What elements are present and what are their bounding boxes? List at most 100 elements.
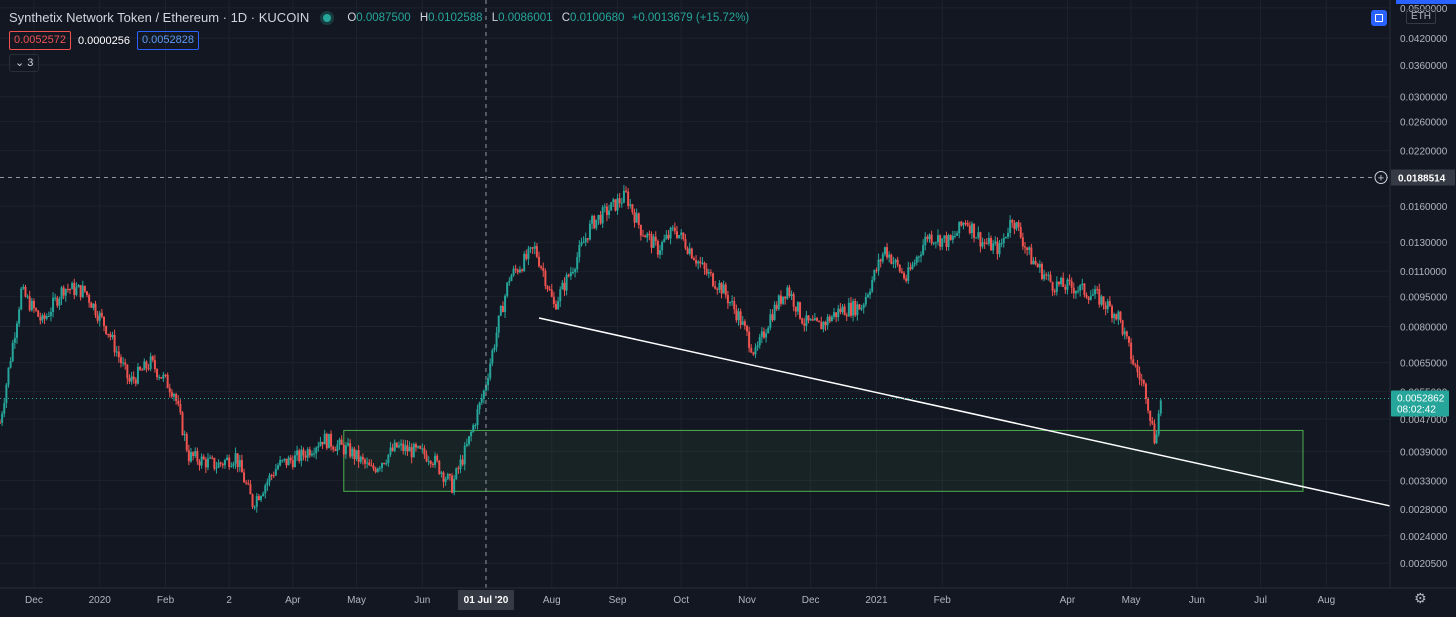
candle-body [20,288,23,310]
candle-body [828,316,831,322]
fit-screen-icon[interactable] [1371,10,1387,26]
candle-body [238,460,241,468]
candle-body [442,472,445,482]
candle-body [145,361,148,369]
candle-body [911,264,914,270]
candle-body [351,448,354,457]
candle-body [809,319,812,321]
candle-body [361,456,364,460]
candle-body [1083,283,1086,296]
y-tick-label: 0.0300000 [1400,93,1448,104]
candle-body [591,216,594,224]
candle-body [489,363,492,379]
candle-body [1060,277,1063,285]
candle-body [741,321,744,325]
candle-body [332,446,335,450]
candle-body [192,452,195,457]
candle-body [302,449,305,456]
candle-body [705,268,708,274]
candle-body [1034,260,1037,265]
y-tick-label: 0.0080000 [1400,322,1448,333]
candle-body [762,331,765,338]
candle-body [1004,236,1007,238]
candle-body [1113,314,1116,319]
candle-body [313,453,316,455]
candle-body [563,282,566,291]
candle-body [533,246,536,249]
candle-body [758,337,761,346]
candle-body [979,232,982,247]
candle-body [344,445,347,455]
x-tick-label: 2020 [89,595,112,606]
candle-body [355,450,358,460]
gear-icon[interactable]: ⚙ [1414,590,1427,606]
candle-body [1000,243,1003,245]
candle-body [813,318,816,321]
symbol-title[interactable]: Synthetix Network Token / Ethereum · 1D … [9,10,310,25]
candle-body [183,434,186,436]
candle-body [567,274,570,277]
candle-body [404,445,407,451]
candle-body [474,425,477,427]
candle-body [204,459,207,468]
candles [0,185,1162,513]
candle-body [678,235,681,238]
candle-body [279,460,282,466]
candle-body [1064,286,1067,290]
candle-body [164,374,167,376]
candle-body [257,496,260,501]
candle-body [58,299,61,306]
candle-body [374,468,377,472]
candle-body [283,458,286,461]
candle-body [907,267,910,281]
candle-body [501,306,504,313]
candle-body [7,367,10,385]
candle-body [966,223,969,226]
candle-body [230,465,233,468]
candle-body [425,454,428,462]
low-key: L [491,11,499,24]
candle-body [1151,421,1154,424]
candle-body [395,442,398,448]
candle-body [73,283,76,295]
candle-body [83,285,86,292]
candle-body [160,377,163,379]
candle-body [202,456,205,460]
candle-body [987,237,990,244]
currency-label[interactable]: ETH [1406,9,1436,24]
candle-body [1032,260,1035,265]
candle-body [455,468,458,480]
candle-body [1036,264,1039,268]
candle-body [605,206,608,216]
x-tick-label: Aug [543,595,561,606]
candle-body [690,248,693,259]
candle-body [629,204,632,206]
candle-body [1015,222,1018,230]
candle-body [1038,264,1041,268]
candle-body [707,272,710,274]
candle-body [877,259,880,271]
candle-body [658,250,661,255]
y-tick-label: 0.0065000 [1400,359,1448,370]
candle-body [701,262,704,264]
candle-body [281,460,284,462]
x-tick-label: Aug [1317,595,1335,606]
candle-body [482,390,485,399]
candle-body [1157,413,1160,435]
collapse-indicators-button[interactable]: ⌄ 3 [9,54,40,72]
candle-body [325,433,328,449]
candle-body [380,463,383,468]
candle-body [274,469,277,476]
candle-body [1079,285,1082,291]
candle-body [875,270,878,272]
candle-body [1111,306,1113,319]
candle-body [847,302,850,317]
candle-body [894,259,897,263]
candle-body [760,331,763,338]
candle-body [228,457,231,468]
candle-body [616,198,619,211]
candle-body [3,403,6,414]
candle-body [818,320,821,323]
candle-body [39,316,42,321]
